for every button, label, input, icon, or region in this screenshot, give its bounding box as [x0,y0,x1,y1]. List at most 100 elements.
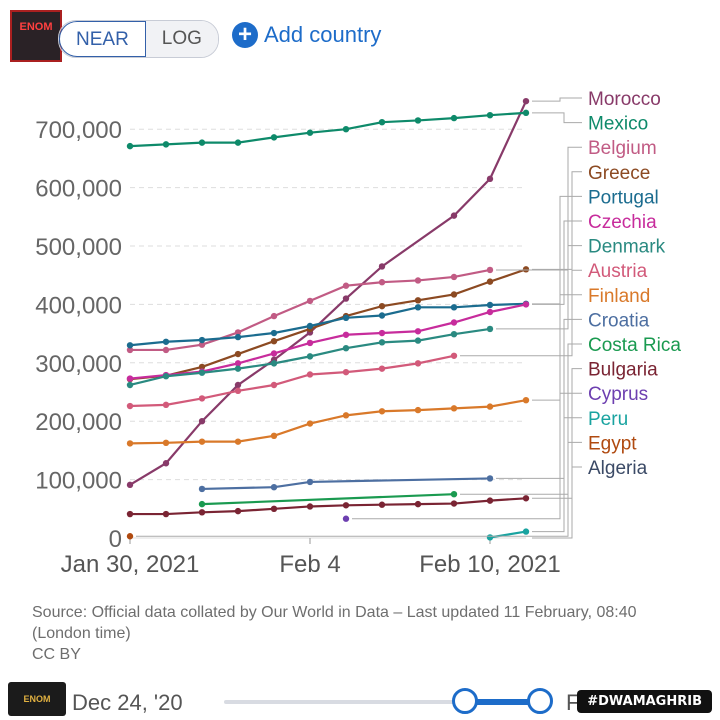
data-point [342,368,350,376]
y-tick-label: 600,000 [35,176,122,203]
legend-label: Greece [588,163,650,184]
data-point [306,129,314,136]
data-point [414,406,422,414]
add-country-button[interactable]: + Add country [232,22,381,48]
data-point [486,278,494,285]
line-chart: 0 100,000 200,000 300,000 400,000 500,000 600,… [35,89,681,578]
data-point [522,396,530,404]
linear-toggle[interactable]: NEAR [59,21,146,57]
data-point [270,337,278,345]
data-point [306,322,314,330]
data-point [270,483,278,491]
data-point [378,339,386,346]
data-point [198,341,206,348]
data-point [270,350,278,357]
scale-toggle: NEAR LOG [58,20,219,58]
data-point [306,297,314,305]
legend-label: Belgium [588,138,657,159]
data-point [414,337,422,344]
data-point [234,387,242,395]
data-point [198,438,206,445]
timeline-start-handle[interactable] [452,688,478,714]
data-point [306,371,314,378]
plus-circle-icon: + [232,22,258,48]
timeline-start-label: Dec 24, '20 [72,690,183,715]
data-point [522,266,530,273]
data-point [270,329,278,337]
data-point [522,495,530,502]
data-point [306,478,314,486]
legend-connector [532,294,582,401]
y-tick-label: 0 [109,526,122,553]
x-tick-label: Feb 4 [279,551,340,578]
log-toggle[interactable]: LOG [145,21,218,57]
data-point [198,500,206,508]
license-text: CC BY [32,646,81,663]
data-point [234,438,242,445]
legend-connector [532,195,582,305]
legend-connector [532,112,582,124]
data-point [162,460,170,467]
data-point [234,507,242,515]
data-point [450,114,458,122]
y-tick-label: 300,000 [35,351,122,378]
data-point [378,408,386,415]
data-point [126,402,134,410]
data-point [234,333,242,341]
data-point [450,500,458,507]
data-point [198,395,206,402]
data-point [378,365,386,372]
data-point [342,295,350,302]
data-point [378,312,386,319]
data-point [414,328,422,335]
legend-label: Portugal [588,187,659,208]
legend-label: Austria [588,261,648,282]
legend-label: Finland [588,286,650,307]
data-point [486,111,494,119]
data-point [450,352,458,359]
series-line [129,354,455,408]
data-point [450,330,458,338]
data-point [126,342,134,349]
series-line [129,399,527,445]
legend-connector [532,417,582,533]
data-point [414,117,422,124]
data-point [450,212,458,219]
series-line [129,303,527,380]
data-point [198,363,206,371]
data-point [306,503,314,510]
data-point [342,331,350,338]
channel-badge: ENOM [8,682,66,716]
data-point [486,266,494,274]
y-tick-label: 500,000 [35,234,122,261]
legend-label: Cyprus [588,384,648,405]
timeline-end-handle[interactable] [527,688,553,714]
data-point [450,273,458,281]
data-point [234,329,242,336]
data-point [270,134,278,141]
data-point [162,141,170,148]
series-line [130,497,527,516]
logo-text: ENOM [19,21,53,33]
data-point [162,401,170,409]
timeline-track[interactable] [224,700,540,704]
data-point [198,369,206,376]
data-point [126,510,134,518]
legend-connector [460,343,582,495]
legend-connector [496,146,582,271]
legend-label: Bulgaria [588,360,658,381]
legend-label: Morocco [588,89,661,110]
y-tick-label: 400,000 [35,292,122,319]
data-point [450,304,458,311]
data-point [486,475,494,482]
timeline-end-label: F [566,690,580,715]
y-tick-label: 200,000 [35,409,122,436]
data-point [522,301,530,308]
data-point [378,329,386,337]
data-point [198,139,206,146]
data-point [342,345,350,352]
series-line [201,477,491,491]
data-point [486,534,494,541]
legend-label: Egypt [588,433,637,454]
x-tick-label: Jan 30, 2021 [61,551,200,578]
